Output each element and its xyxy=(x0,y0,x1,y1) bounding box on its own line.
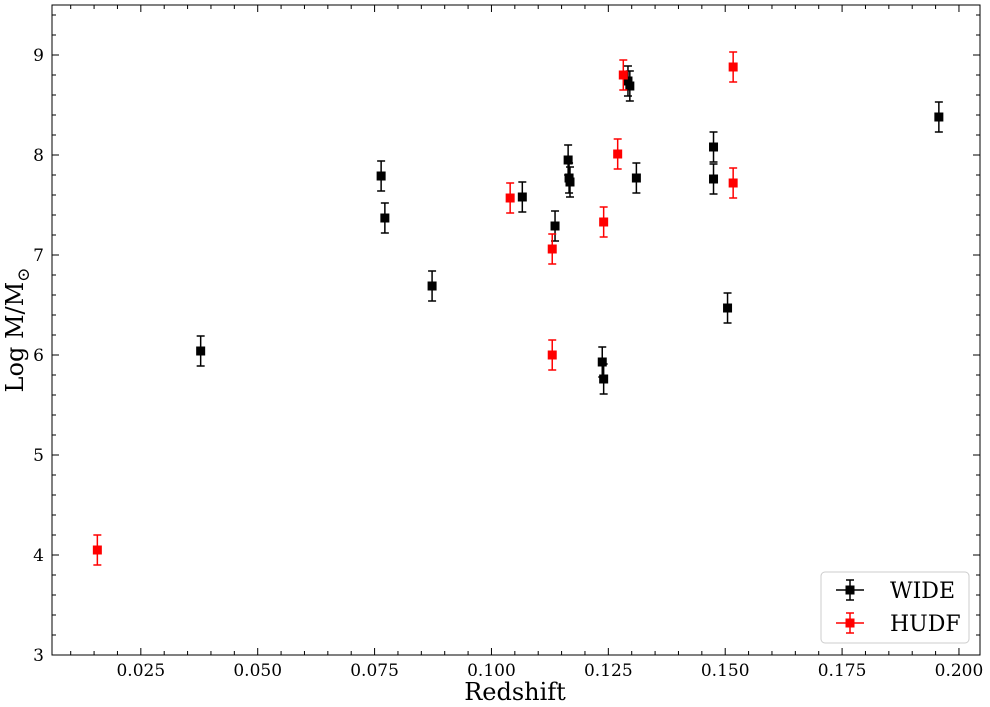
data-point-hudf xyxy=(92,545,102,555)
data-point-wide xyxy=(934,112,944,122)
x-tick-label: 0.075 xyxy=(350,661,399,681)
x-tick-label: 0.050 xyxy=(233,661,282,681)
data-point-wide xyxy=(631,173,641,183)
y-tick-label: 4 xyxy=(33,546,44,566)
y-tick-label: 7 xyxy=(33,246,44,266)
y-tick-label: 9 xyxy=(33,46,44,66)
data-point-hudf xyxy=(599,217,609,227)
data-point-wide xyxy=(625,81,635,91)
y-axis-label: Log M/M⊙ xyxy=(1,268,34,393)
data-point-wide xyxy=(565,177,575,187)
data-point-hudf xyxy=(618,70,628,80)
data-point-wide xyxy=(550,221,560,231)
data-point-hudf xyxy=(505,193,515,203)
x-tick-label: 0.100 xyxy=(467,661,516,681)
x-tick-label: 0.200 xyxy=(935,661,984,681)
data-point-hudf xyxy=(728,178,738,188)
minor-ticks xyxy=(52,5,980,655)
data-point-wide xyxy=(380,213,390,223)
legend-entry-wide: WIDE xyxy=(836,579,955,604)
y-tick-label: 3 xyxy=(33,646,44,666)
data-point-wide xyxy=(517,192,527,202)
tick-labels: 0.025 0.050 0.075 0.100 0.125 0.150 0.175 0.200… xyxy=(33,46,983,681)
legend-entry-hudf: HUDF xyxy=(836,612,961,637)
data-series xyxy=(92,51,944,566)
data-point-wide xyxy=(376,171,386,181)
data-point-wide xyxy=(196,346,206,356)
y-axis-label-subscript: ⊙ xyxy=(14,268,34,282)
x-axis-label: Redshift xyxy=(464,678,566,706)
data-point-wide xyxy=(723,303,733,313)
data-point-wide xyxy=(563,155,573,165)
data-point-wide xyxy=(623,76,633,86)
data-point-wide xyxy=(709,142,719,152)
x-tick-label: 0.150 xyxy=(701,661,750,681)
data-point-hudf xyxy=(547,350,557,360)
data-point-hudf xyxy=(547,244,557,254)
y-tick-label: 8 xyxy=(33,146,44,166)
x-tick-label: 0.025 xyxy=(116,661,165,681)
data-point-wide xyxy=(709,174,719,184)
data-point-wide xyxy=(427,281,437,291)
y-tick-label: 5 xyxy=(33,446,44,466)
legend-label-hudf: HUDF xyxy=(890,612,961,637)
series-wide xyxy=(196,65,944,395)
legend-marker-hudf xyxy=(845,618,855,628)
y-tick-label: 6 xyxy=(33,346,44,366)
legend: WIDE HUDF xyxy=(820,571,970,644)
y-axis-label-text: Log M/M xyxy=(1,282,29,393)
legend-label-wide: WIDE xyxy=(890,579,955,604)
x-tick-label: 0.125 xyxy=(584,661,633,681)
data-point-wide xyxy=(599,374,609,384)
x-tick-label: 0.175 xyxy=(818,661,867,681)
data-point-hudf xyxy=(728,62,738,72)
data-point-wide xyxy=(597,357,607,367)
legend-marker-wide xyxy=(845,585,855,595)
series-hudf xyxy=(92,51,738,566)
plot-frame xyxy=(51,4,981,656)
data-point-hudf xyxy=(613,149,623,159)
major-ticks xyxy=(52,5,980,656)
